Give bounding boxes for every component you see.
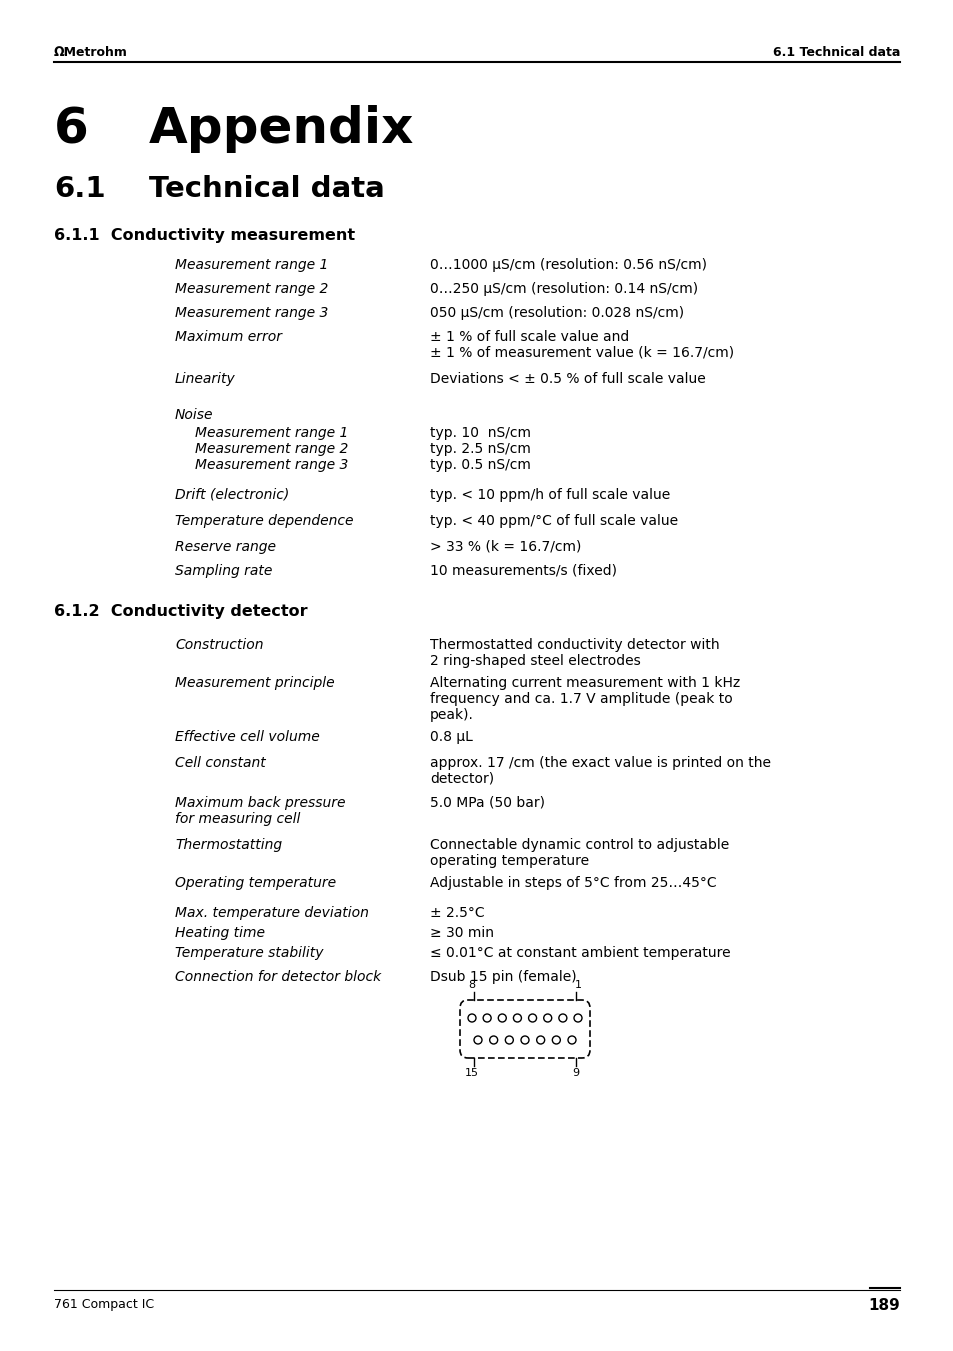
Text: peak).: peak). xyxy=(430,708,474,721)
Text: 6: 6 xyxy=(54,105,89,153)
Text: Noise: Noise xyxy=(174,408,213,422)
Text: 6.1.2  Conductivity detector: 6.1.2 Conductivity detector xyxy=(54,604,307,619)
Text: Maximum error: Maximum error xyxy=(174,330,282,345)
Text: > 33 % (k = 16.7/cm): > 33 % (k = 16.7/cm) xyxy=(430,540,580,554)
Text: typ. 10  nS/cm: typ. 10 nS/cm xyxy=(430,426,531,440)
Text: Measurement range 1: Measurement range 1 xyxy=(194,426,348,440)
Text: 0.8 μL: 0.8 μL xyxy=(430,730,473,744)
Text: Appendix: Appendix xyxy=(149,105,414,153)
Text: 761 Compact IC: 761 Compact IC xyxy=(54,1298,154,1310)
Text: Thermostatting: Thermostatting xyxy=(174,838,282,852)
Text: 5.0 MPa (50 bar): 5.0 MPa (50 bar) xyxy=(430,796,544,811)
Text: typ. < 40 ppm/°C of full scale value: typ. < 40 ppm/°C of full scale value xyxy=(430,513,678,528)
Text: Drift (electronic): Drift (electronic) xyxy=(174,488,289,503)
Text: typ. < 10 ppm/h of full scale value: typ. < 10 ppm/h of full scale value xyxy=(430,488,670,503)
Text: ± 2.5°C: ± 2.5°C xyxy=(430,907,484,920)
Text: approx. 17 /cm (the exact value is printed on the: approx. 17 /cm (the exact value is print… xyxy=(430,757,770,770)
Text: Thermostatted conductivity detector with: Thermostatted conductivity detector with xyxy=(430,638,719,653)
Text: 10 measurements/s (fixed): 10 measurements/s (fixed) xyxy=(430,563,617,578)
Text: 6.1 Technical data: 6.1 Technical data xyxy=(772,46,899,59)
Text: 1: 1 xyxy=(574,979,581,990)
Text: ≥ 30 min: ≥ 30 min xyxy=(430,925,494,940)
Text: Cell constant: Cell constant xyxy=(174,757,266,770)
Text: Measurement range 1: Measurement range 1 xyxy=(174,258,328,272)
Text: 8: 8 xyxy=(468,979,475,990)
Text: Deviations < ± 0.5 % of full scale value: Deviations < ± 0.5 % of full scale value xyxy=(430,372,705,386)
Text: Connection for detector block: Connection for detector block xyxy=(174,970,381,984)
Text: ± 1 % of full scale value and: ± 1 % of full scale value and xyxy=(430,330,629,345)
Text: 0…1000 μS/cm (resolution: 0.56 nS/cm): 0…1000 μS/cm (resolution: 0.56 nS/cm) xyxy=(430,258,706,272)
Text: Temperature stability: Temperature stability xyxy=(174,946,323,961)
Text: Construction: Construction xyxy=(174,638,263,653)
Text: Sampling rate: Sampling rate xyxy=(174,563,273,578)
Text: Connectable dynamic control to adjustable: Connectable dynamic control to adjustabl… xyxy=(430,838,728,852)
Text: Linearity: Linearity xyxy=(174,372,235,386)
Text: Reserve range: Reserve range xyxy=(174,540,275,554)
Text: typ. 2.5 nS/cm: typ. 2.5 nS/cm xyxy=(430,442,530,457)
Text: 15: 15 xyxy=(464,1069,478,1078)
Text: Maximum back pressure: Maximum back pressure xyxy=(174,796,345,811)
Text: Dsub 15 pin (female): Dsub 15 pin (female) xyxy=(430,970,576,984)
Text: 0…250 μS/cm (resolution: 0.14 nS/cm): 0…250 μS/cm (resolution: 0.14 nS/cm) xyxy=(430,282,698,296)
Text: 0⁢50 μS/cm (resolution: 0.028 nS/cm): 0⁢50 μS/cm (resolution: 0.028 nS/cm) xyxy=(430,305,683,320)
Text: Temperature dependence: Temperature dependence xyxy=(174,513,354,528)
Text: typ. 0.5 nS/cm: typ. 0.5 nS/cm xyxy=(430,458,530,471)
Text: Measurement range 2: Measurement range 2 xyxy=(174,282,328,296)
Text: ± 1 % of measurement value (k = 16.7/cm): ± 1 % of measurement value (k = 16.7/cm) xyxy=(430,346,734,359)
Text: Measurement range 3: Measurement range 3 xyxy=(194,458,348,471)
Text: Heating time: Heating time xyxy=(174,925,265,940)
Text: 6.1.1  Conductivity measurement: 6.1.1 Conductivity measurement xyxy=(54,228,355,243)
Text: for measuring cell: for measuring cell xyxy=(174,812,300,825)
Text: Effective cell volume: Effective cell volume xyxy=(174,730,319,744)
Text: Adjustable in steps of 5°C from 25…45°C: Adjustable in steps of 5°C from 25…45°C xyxy=(430,875,716,890)
Text: Operating temperature: Operating temperature xyxy=(174,875,335,890)
Text: ΩMetrohm: ΩMetrohm xyxy=(54,46,128,59)
Text: ≤ 0.01°C at constant ambient temperature: ≤ 0.01°C at constant ambient temperature xyxy=(430,946,730,961)
Text: Measurement principle: Measurement principle xyxy=(174,676,335,690)
Text: 189: 189 xyxy=(867,1298,899,1313)
Text: 6.1: 6.1 xyxy=(54,176,106,203)
Text: Alternating current measurement with 1 kHz: Alternating current measurement with 1 k… xyxy=(430,676,740,690)
Text: detector): detector) xyxy=(430,771,494,786)
Text: Max. temperature deviation: Max. temperature deviation xyxy=(174,907,369,920)
Text: frequency and ca. 1.7 V amplitude (peak to: frequency and ca. 1.7 V amplitude (peak … xyxy=(430,692,732,707)
Text: 2 ring-shaped steel electrodes: 2 ring-shaped steel electrodes xyxy=(430,654,640,667)
Text: Measurement range 3: Measurement range 3 xyxy=(174,305,328,320)
Text: operating temperature: operating temperature xyxy=(430,854,589,867)
Text: Measurement range 2: Measurement range 2 xyxy=(194,442,348,457)
Text: 9: 9 xyxy=(572,1069,579,1078)
Text: Technical data: Technical data xyxy=(149,176,384,203)
